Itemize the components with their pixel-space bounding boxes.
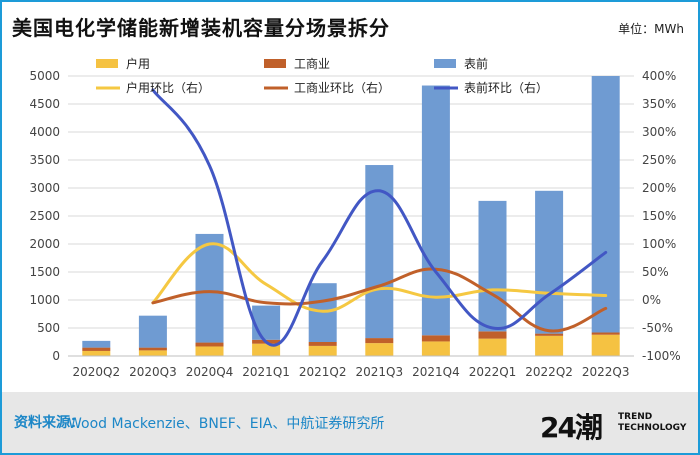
right-axis: -100% -50% 0% 50% 100% 150% 200% 250% 300% 350% 40…	[642, 69, 681, 363]
bar-utility	[591, 76, 620, 333]
y2-tick-label: 100%	[642, 237, 676, 251]
bar-commercial	[308, 342, 337, 346]
legend-swatch-bar	[434, 59, 456, 68]
y2-tick-label: 300%	[642, 125, 676, 139]
bar-utility	[535, 190, 564, 334]
y2-tick-label: -50%	[642, 321, 673, 335]
y2-tick-label: 150%	[642, 209, 676, 223]
logo-mark: 24潮	[540, 411, 603, 444]
footer: 资料来源： Wood Mackenzie、BNEF、EIA、中航证券研究所 24…	[2, 392, 698, 453]
y-tick-label: 1000	[29, 293, 60, 307]
y2-tick-label: 0%	[642, 293, 661, 307]
unit-label: 单位：MWh	[618, 22, 684, 36]
bar-utility	[195, 233, 224, 343]
bar-commercial	[478, 331, 507, 339]
bar-commercial	[138, 347, 167, 351]
x-tick-label: 2021Q4	[412, 365, 460, 379]
y2-tick-label: -100%	[642, 349, 681, 363]
x-tick-label: 2022Q3	[582, 365, 630, 379]
legend-swatch-bar	[96, 59, 118, 68]
bar-residential	[591, 334, 620, 356]
y-tick-label: 1500	[29, 265, 60, 279]
y2-tick-label: 50%	[642, 265, 669, 279]
line-utility-qoq	[151, 88, 608, 347]
bar-commercial	[365, 338, 394, 344]
y-tick-label: 3500	[29, 153, 60, 167]
logo-line2: TECHNOLOGY	[618, 423, 687, 433]
bar-commercial	[421, 335, 450, 342]
legend-label: 表前	[464, 56, 488, 71]
x-tick-label: 2022Q2	[525, 365, 573, 379]
bar-utility	[252, 305, 281, 340]
x-tick-label: 2020Q3	[129, 365, 177, 379]
y2-tick-label: 200%	[642, 181, 676, 195]
source-text: Wood Mackenzie、BNEF、EIA、中航证券研究所	[68, 416, 385, 432]
logo-line1: TREND	[618, 412, 653, 422]
bar-residential	[195, 346, 224, 356]
bar-utility	[138, 315, 167, 348]
x-tick-label: 2022Q1	[469, 365, 517, 379]
bar-residential	[138, 350, 167, 356]
x-tick-label: 2021Q2	[299, 365, 347, 379]
x-tick-label: 2020Q4	[186, 365, 234, 379]
line-residential-qoq	[151, 242, 608, 313]
legend-label: 工商业环比（右）	[294, 80, 390, 95]
y-tick-label: 5000	[29, 69, 60, 83]
bar-utility	[478, 200, 507, 332]
bar-utility	[421, 85, 450, 336]
legend-label: 表前环比（右）	[464, 80, 548, 95]
left-axis: 0 500 1000 1500 2000 2500 3000 3500 4000 4500 5000	[29, 69, 60, 363]
source-label: 资料来源：	[14, 415, 84, 431]
brand-logo: 24潮 TREND TECHNOLOGY	[540, 406, 690, 444]
y2-tick-label: 400%	[642, 69, 676, 83]
y-tick-label: 2500	[29, 209, 60, 223]
y-tick-label: 0	[52, 349, 60, 363]
y-tick-label: 500	[37, 321, 60, 335]
y-tick-label: 3000	[29, 181, 60, 195]
y2-tick-label: 350%	[642, 97, 676, 111]
bar-commercial	[195, 342, 224, 347]
stacked-bar-line-chart: 0 500 1000 1500 2000 2500 3000 3500 4000 4500 5000…	[29, 56, 681, 379]
bar-residential	[365, 343, 394, 356]
line-commercial-qoq	[151, 267, 608, 333]
y2-tick-label: 250%	[642, 153, 676, 167]
bar-residential	[478, 338, 507, 356]
trend-lines	[151, 88, 608, 347]
bar-commercial	[82, 347, 111, 351]
bar-residential	[535, 335, 564, 356]
bar-commercial	[535, 333, 564, 336]
legend-swatch-bar	[264, 59, 286, 68]
bar-residential	[82, 350, 111, 356]
x-tick-label: 2021Q3	[355, 365, 403, 379]
bar-residential	[308, 345, 337, 356]
legend-label: 工商业	[294, 56, 330, 71]
y-tick-label: 4000	[29, 125, 60, 139]
legend-label: 户用	[126, 56, 150, 71]
bar-residential	[421, 341, 450, 356]
legend-label: 户用环比（右）	[126, 80, 210, 95]
chart-title: 美国电化学储能新增装机容量分场景拆分	[12, 16, 390, 40]
x-tick-label: 2021Q1	[242, 365, 290, 379]
y-tick-label: 2000	[29, 237, 60, 251]
bar-utility	[82, 340, 111, 348]
bar-commercial	[591, 332, 620, 335]
bar-residential	[252, 343, 281, 356]
x-axis: 2020Q2 2020Q3 2020Q4 2021Q1 2021Q2 2021Q3 2021…	[68, 355, 634, 379]
x-tick-label: 2020Q2	[72, 365, 120, 379]
y-tick-label: 4500	[29, 97, 60, 111]
bars	[82, 76, 620, 356]
